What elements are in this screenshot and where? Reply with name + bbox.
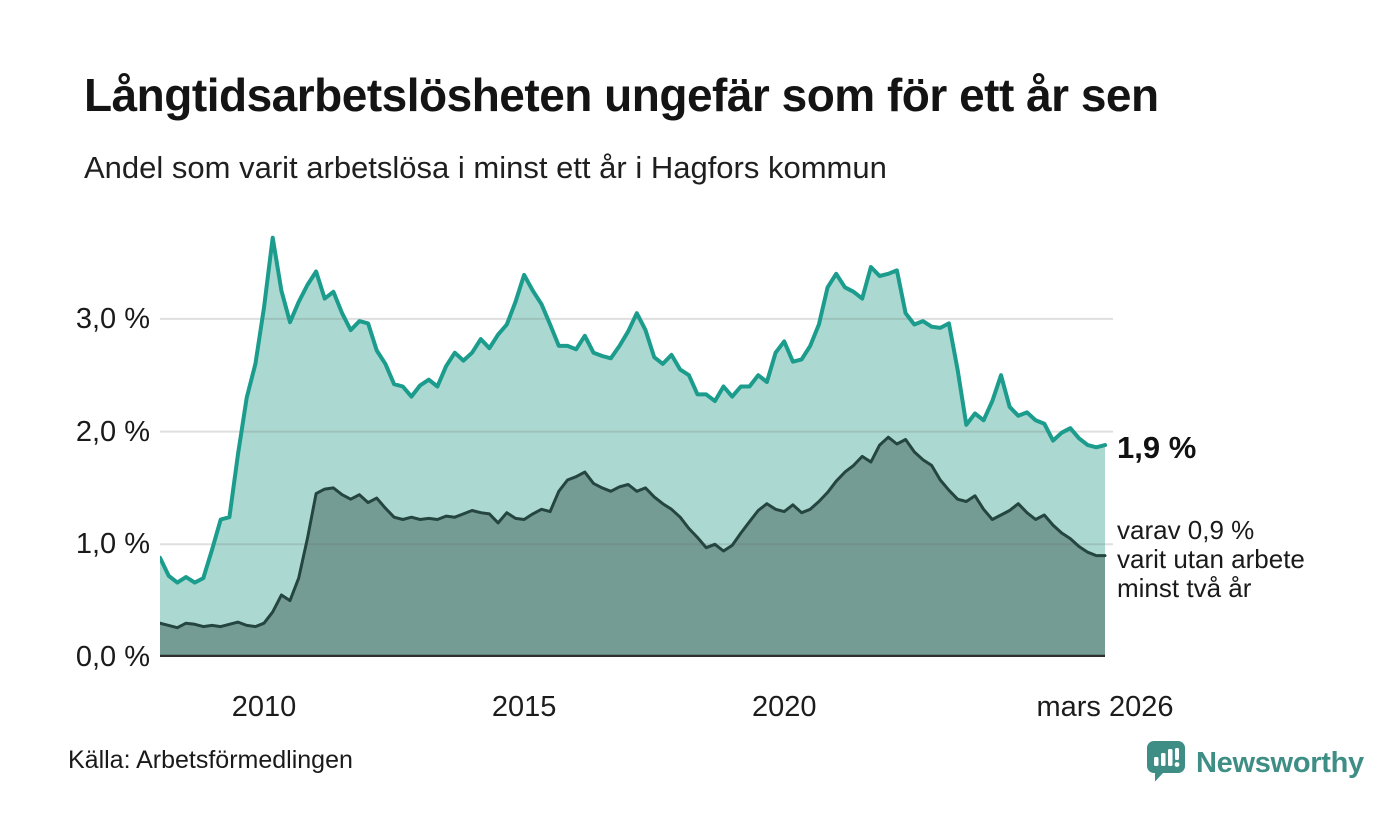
y-tick-label: 2,0 % — [75, 415, 150, 448]
x-tick-label: 2015 — [491, 691, 557, 723]
secondary-annotation-line-2: varit utan arbete — [1117, 544, 1305, 574]
page-subtitle: Andel som varit arbetslösa i minst ett å… — [84, 150, 887, 185]
x-tick-label: 2020 — [751, 691, 817, 723]
newsworthy-logo: Newsworthy — [1146, 740, 1364, 787]
newsworthy-chart-bubble-icon — [1146, 740, 1186, 787]
secondary-annotation-line-1: varav 0,9 % — [1117, 515, 1255, 545]
secondary-annotation: varav 0,9 % varit utan arbete minst två … — [1117, 516, 1305, 603]
y-tick-label: 3,0 % — [75, 302, 150, 335]
source-label: Källa: Arbetsförmedlingen — [68, 746, 353, 774]
page-title: Långtidsarbetslösheten ungefär som för e… — [84, 69, 1159, 121]
newsworthy-wordmark: Newsworthy — [1196, 747, 1364, 779]
area-chart — [158, 235, 1113, 658]
y-tick-label: 1,0 % — [75, 528, 150, 561]
x-tick-label: 2010 — [231, 691, 297, 723]
secondary-annotation-line-3: minst två år — [1117, 573, 1252, 603]
y-tick-label: 0,0 % — [75, 641, 150, 673]
plot-area — [158, 220, 1113, 658]
end-value-label: 1,9 % — [1117, 430, 1197, 465]
x-tick-label: mars 2026 — [1036, 691, 1174, 723]
